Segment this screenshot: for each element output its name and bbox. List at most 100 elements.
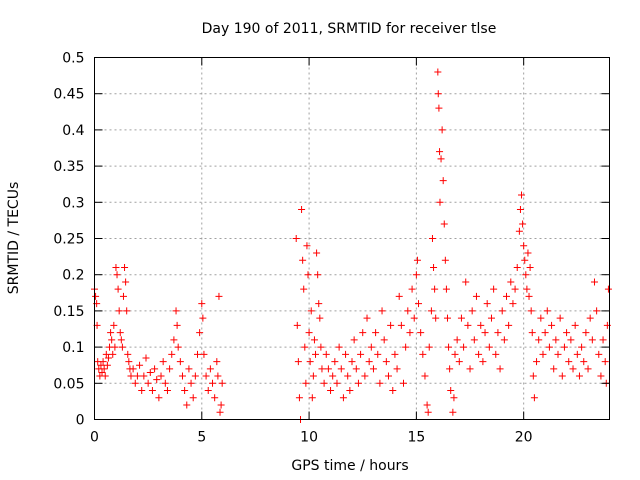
data-point — [524, 249, 532, 257]
data-point — [118, 343, 126, 351]
data-point — [312, 350, 320, 358]
data-point — [98, 368, 106, 376]
data-point — [490, 285, 498, 293]
data-point — [308, 394, 316, 402]
data-point — [216, 408, 224, 416]
data-point — [421, 372, 429, 380]
x-tick-label: 0 — [90, 430, 99, 446]
data-point — [410, 314, 418, 322]
data-point — [408, 285, 416, 293]
data-point — [116, 329, 124, 337]
data-point — [202, 372, 210, 380]
data-point — [339, 394, 347, 402]
data-point — [159, 358, 167, 366]
data-point — [109, 350, 117, 358]
data-point — [198, 300, 206, 308]
data-point — [588, 336, 596, 344]
data-point — [567, 336, 575, 344]
data-point — [441, 256, 449, 264]
data-point — [558, 372, 566, 380]
y-tick-label: 0.35 — [53, 159, 84, 175]
data-point — [529, 372, 537, 380]
data-point — [217, 401, 225, 409]
data-point — [423, 401, 431, 409]
data-point — [520, 242, 528, 250]
data-point — [541, 329, 549, 337]
data-point — [389, 387, 397, 395]
data-point — [513, 263, 521, 271]
data-point — [115, 307, 123, 315]
data-point — [526, 263, 534, 271]
data-point — [487, 314, 495, 322]
data-point — [439, 177, 447, 185]
data-point — [391, 350, 399, 358]
data-point — [527, 307, 535, 315]
data-point — [211, 394, 219, 402]
data-point — [342, 350, 350, 358]
data-point — [413, 256, 421, 264]
data-point — [303, 242, 311, 250]
data-point — [127, 372, 135, 380]
data-point — [310, 336, 318, 344]
data-point — [498, 307, 506, 315]
data-point — [138, 387, 146, 395]
data-point — [509, 300, 517, 308]
data-point — [365, 358, 373, 366]
data-point — [539, 350, 547, 358]
data-point — [168, 350, 176, 358]
data-point — [500, 336, 508, 344]
data-point — [584, 365, 592, 373]
data-point — [372, 329, 380, 337]
data-point — [580, 358, 588, 366]
data-point — [521, 256, 529, 264]
data-point — [172, 307, 180, 315]
data-point — [435, 104, 443, 112]
data-point — [530, 394, 538, 402]
data-point — [142, 354, 150, 362]
data-point — [361, 372, 369, 380]
data-point — [163, 387, 171, 395]
data-point — [333, 379, 341, 387]
data-point — [419, 350, 427, 358]
data-point — [535, 336, 543, 344]
data-point — [516, 206, 524, 214]
data-point — [369, 365, 377, 373]
data-point — [402, 343, 410, 351]
data-point — [313, 249, 321, 257]
data-point — [400, 379, 407, 387]
data-point — [200, 350, 208, 358]
data-point — [140, 372, 148, 380]
data-point — [363, 314, 371, 322]
data-point — [417, 329, 425, 337]
data-point — [170, 336, 178, 344]
data-point — [187, 379, 195, 387]
data-point — [301, 343, 309, 351]
data-point — [483, 300, 491, 308]
data-point — [593, 307, 601, 315]
data-point — [445, 343, 453, 351]
data-point — [431, 285, 439, 293]
data-point — [552, 336, 560, 344]
y-axis-title: SRMTID / TECUs — [6, 182, 22, 295]
data-point — [556, 314, 564, 322]
data-point — [123, 307, 131, 315]
data-point — [442, 285, 450, 293]
data-point — [173, 321, 181, 329]
data-point — [189, 394, 197, 402]
y-tick-label: 0.15 — [53, 304, 84, 320]
data-point — [575, 372, 583, 380]
data-point — [194, 350, 201, 358]
data-point — [378, 307, 386, 315]
data-point — [151, 365, 159, 373]
data-point — [307, 307, 315, 315]
data-point — [114, 285, 122, 293]
data-point — [437, 155, 445, 163]
data-point — [329, 372, 337, 380]
data-point — [415, 300, 423, 308]
data-point — [176, 358, 184, 366]
data-point — [395, 292, 403, 300]
data-point — [387, 321, 395, 329]
data-point — [331, 358, 339, 366]
data-point — [352, 365, 360, 373]
